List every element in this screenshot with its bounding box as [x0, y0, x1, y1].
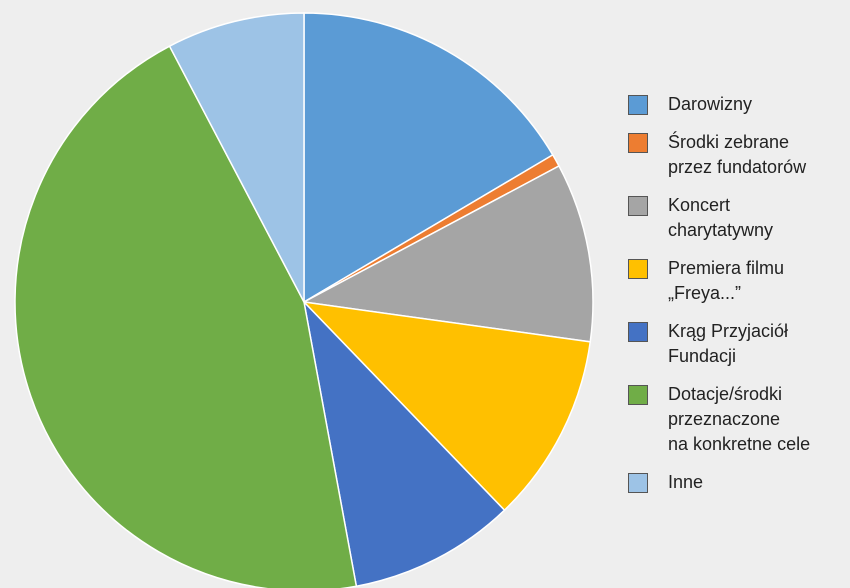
legend-swatch — [628, 322, 648, 342]
legend-swatch — [628, 196, 648, 216]
legend-item: Dotacje/środki przeznaczone na konkretne… — [628, 382, 843, 457]
legend-label: Darowizny — [668, 94, 753, 114]
legend-item: Środki zebrane przez fundatorów — [628, 130, 843, 180]
pie-slice — [303, 12, 554, 304]
pie-slice — [302, 299, 506, 588]
legend-label: Krąg Przyjaciół Fundacji — [668, 321, 789, 366]
legend-swatch — [628, 133, 648, 153]
legend-item: Darowizny — [628, 92, 843, 117]
legend-label: Inne — [668, 472, 704, 492]
legend-item: Koncert charytatywny — [628, 193, 843, 243]
pie-slice — [301, 164, 594, 343]
legend-label: Koncert charytatywny — [668, 195, 774, 240]
legend-item: Krąg Przyjaciół Fundacji — [628, 319, 843, 369]
legend: Darowizny Środki zebrane przez fundatorów… — [628, 92, 843, 508]
legend-swatch — [628, 385, 648, 405]
pie-slice — [301, 300, 592, 512]
pie-slice — [168, 12, 305, 303]
legend-swatch — [628, 259, 648, 279]
legend-item: Premiera filmu „Freya...” — [628, 256, 843, 306]
legend-swatch — [628, 95, 648, 115]
legend-label: Dotacje/środki przeznaczone na konkretne… — [668, 384, 811, 454]
legend-swatch — [628, 473, 648, 493]
legend-label: Premiera filmu „Freya...” — [668, 258, 785, 303]
legend-item: Inne — [628, 470, 843, 495]
legend-label: Środki zebrane przez fundatorów — [668, 132, 807, 177]
pie-slice — [14, 45, 358, 588]
